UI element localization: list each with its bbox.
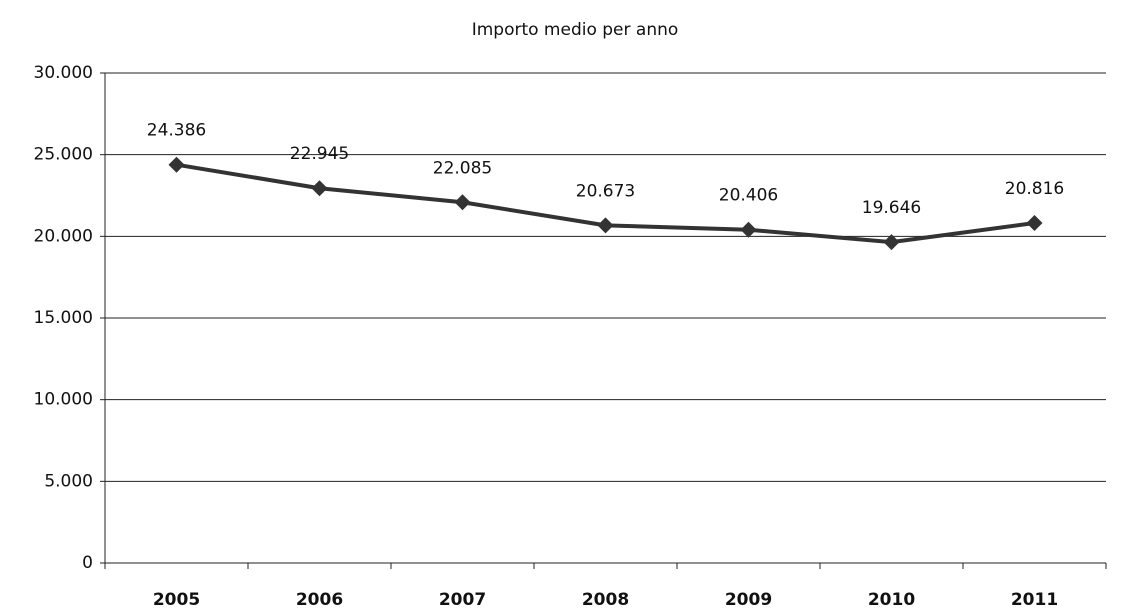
y-tick-label: 30.000: [34, 63, 93, 83]
marker: [883, 234, 900, 251]
y-tick-label: 15.000: [34, 308, 93, 328]
marker: [597, 217, 614, 234]
x-tick-label: 2008: [582, 590, 629, 610]
marker: [311, 180, 328, 197]
marker: [740, 221, 757, 238]
value-label: 22.945: [290, 144, 349, 164]
x-tick-label: 2011: [1011, 590, 1058, 610]
x-tick-label: 2005: [153, 590, 200, 610]
value-label: 20.816: [1005, 179, 1064, 199]
marker: [168, 156, 185, 173]
value-label: 19.646: [862, 198, 921, 218]
y-tick-label: 0: [82, 553, 93, 573]
value-label: 24.386: [147, 121, 206, 141]
x-tick-label: 2007: [439, 590, 486, 610]
chart-title: Importo medio per anno: [472, 20, 679, 40]
x-tick-label: 2010: [868, 590, 915, 610]
y-tick-label: 20.000: [34, 226, 93, 246]
value-label: 20.406: [719, 186, 778, 206]
y-tick-label: 5.000: [44, 471, 93, 491]
marker: [1026, 215, 1043, 232]
y-tick-label: 25.000: [34, 145, 93, 165]
x-tick-label: 2006: [296, 590, 343, 610]
y-tick-label: 10.000: [34, 390, 93, 410]
x-tick-label: 2009: [725, 590, 772, 610]
marker: [454, 194, 471, 211]
value-label: 20.673: [576, 181, 635, 201]
value-label: 22.085: [433, 158, 492, 178]
